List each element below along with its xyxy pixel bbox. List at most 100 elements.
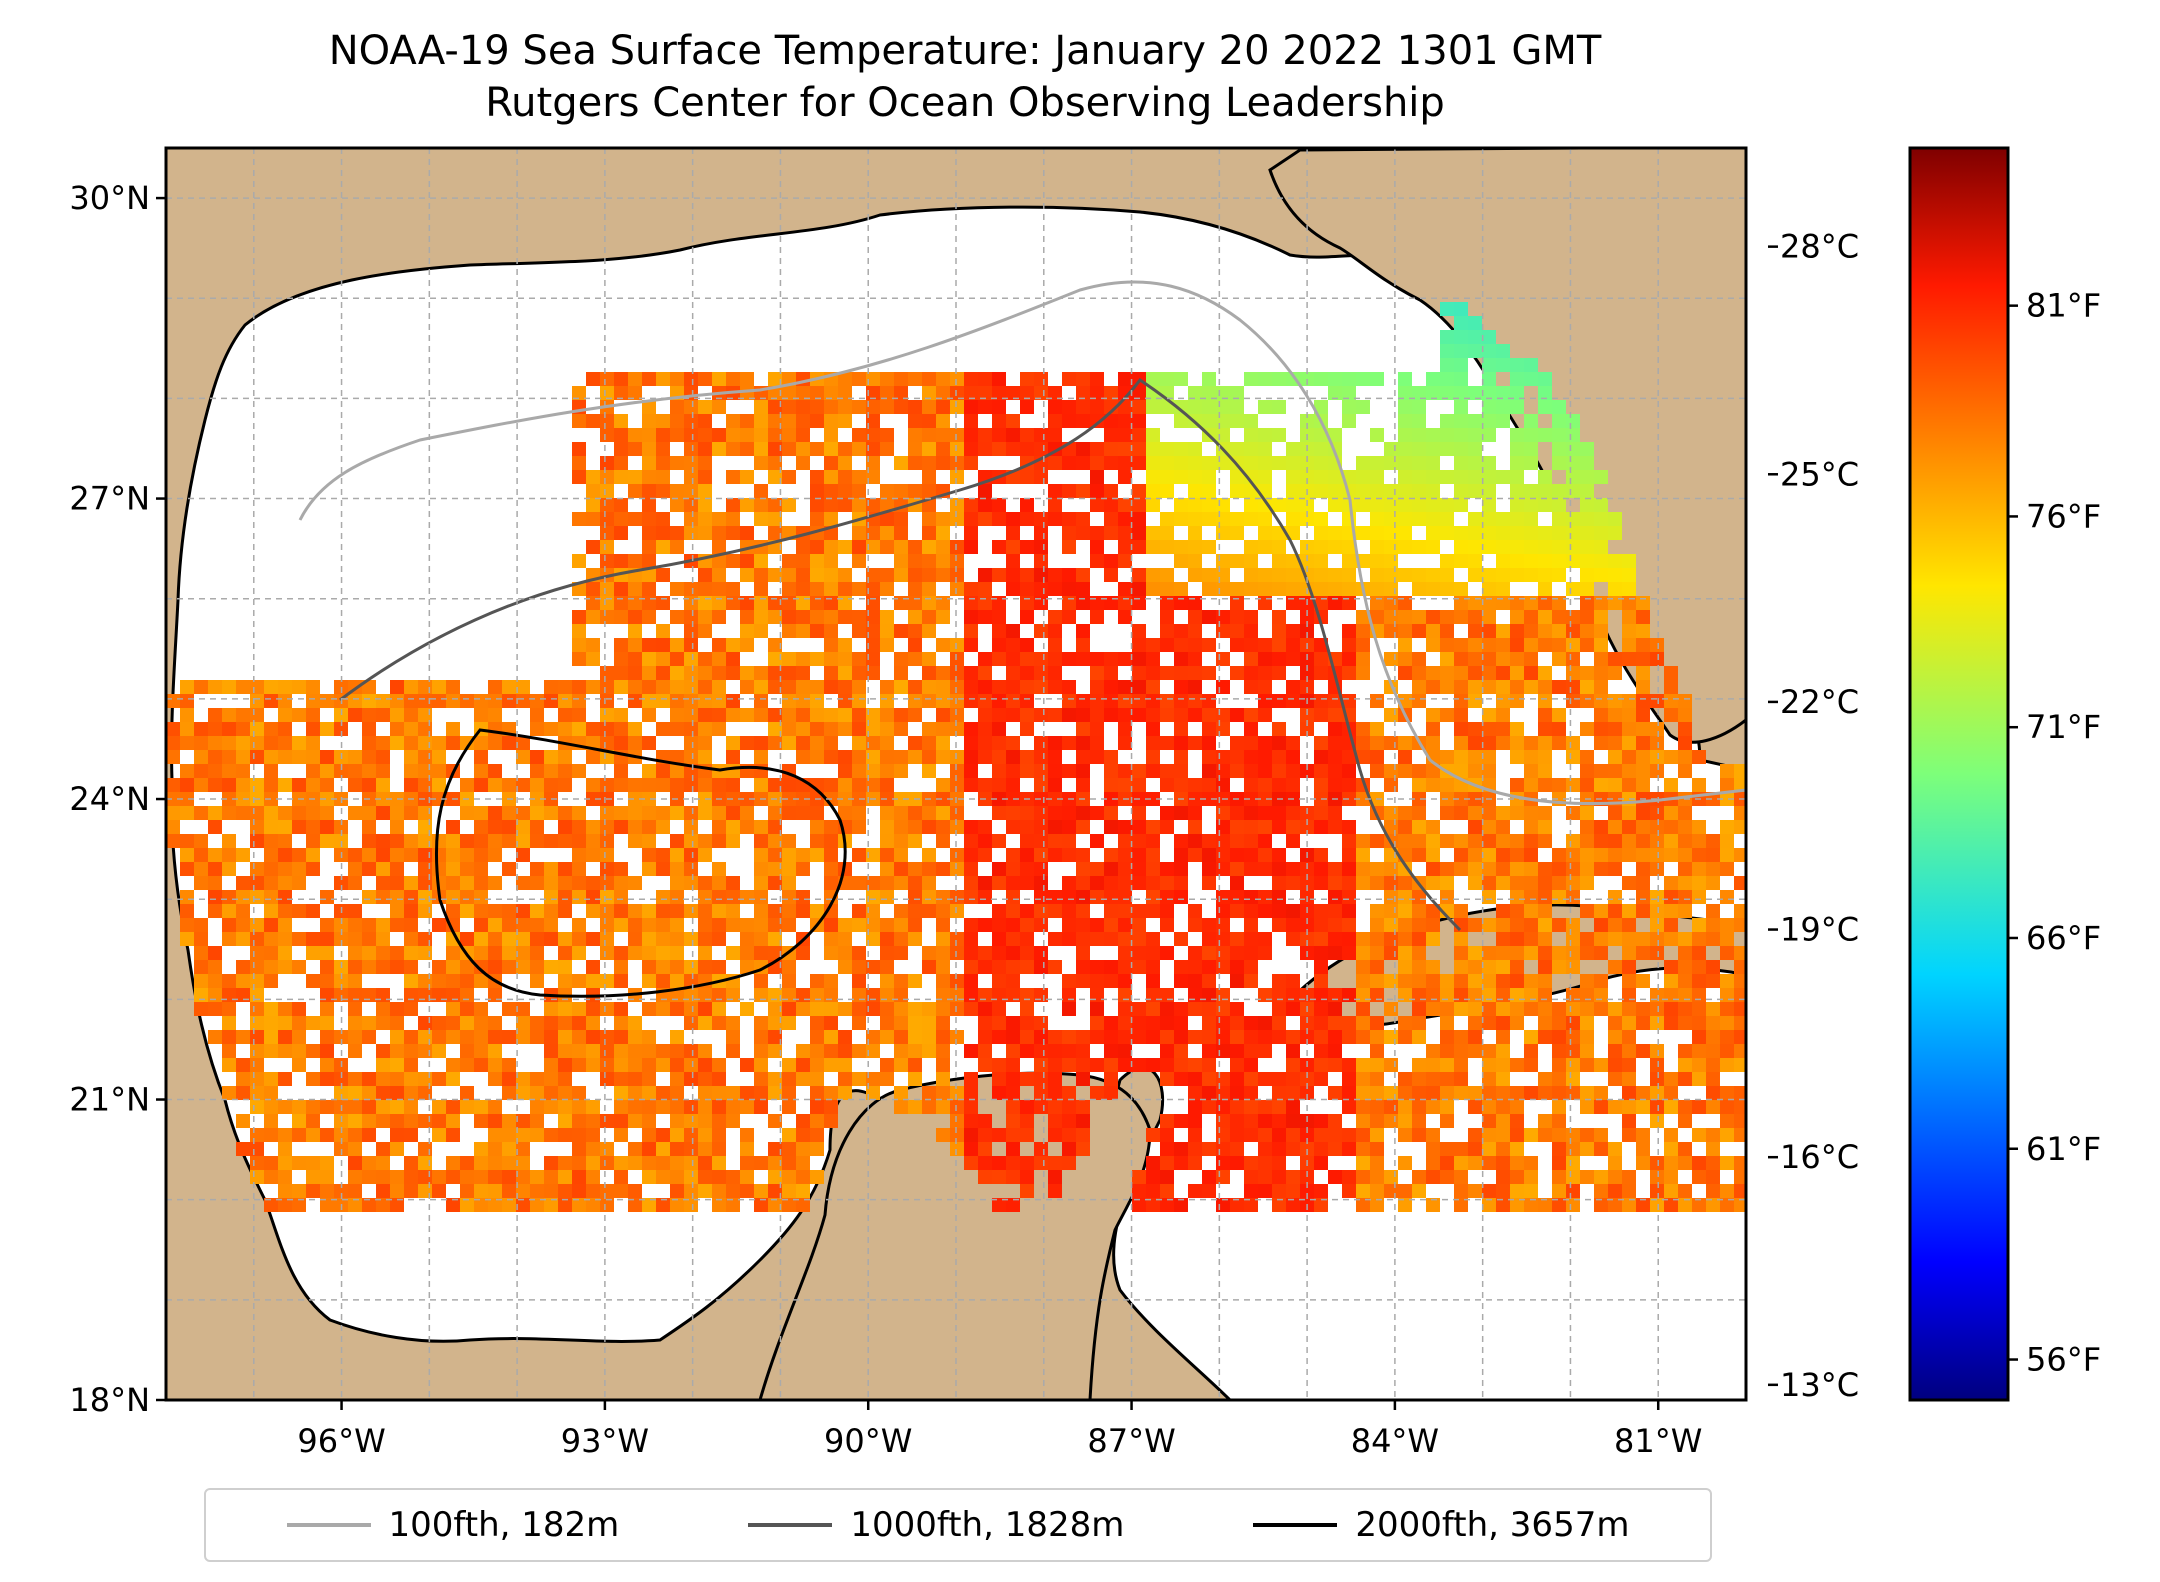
- sst-pixel: [264, 736, 278, 750]
- sst-pixel: [292, 848, 306, 862]
- sst-pixel: [1622, 652, 1636, 666]
- sst-pixel: [964, 442, 978, 456]
- sst-pixel: [432, 974, 446, 988]
- sst-pixel: [1090, 932, 1104, 946]
- sst-pixel: [1132, 498, 1146, 512]
- sst-pixel: [1678, 974, 1692, 988]
- sst-pixel: [474, 736, 488, 750]
- sst-pixel: [572, 1002, 586, 1016]
- sst-pixel: [1524, 876, 1538, 890]
- sst-pixel: [530, 708, 544, 722]
- sst-pixel: [992, 778, 1006, 792]
- sst-pixel: [1496, 862, 1510, 876]
- sst-pixel: [768, 862, 782, 876]
- sst-pixel: [1006, 540, 1020, 554]
- sst-pixel: [852, 988, 866, 1002]
- sst-pixel: [670, 1170, 684, 1184]
- sst-pixel: [222, 918, 236, 932]
- sst-pixel: [586, 974, 600, 988]
- sst-pixel: [1146, 848, 1160, 862]
- sst-pixel: [950, 764, 964, 778]
- sst-pixel: [1426, 932, 1440, 946]
- sst-pixel: [222, 806, 236, 820]
- sst-pixel: [1720, 792, 1734, 806]
- sst-pixel: [1216, 1156, 1230, 1170]
- sst-pixel: [1510, 722, 1524, 736]
- sst-pixel: [1370, 974, 1384, 988]
- sst-pixel: [712, 1184, 726, 1198]
- sst-pixel: [1202, 1016, 1216, 1030]
- sst-pixel: [978, 386, 992, 400]
- sst-pixel: [1104, 876, 1118, 890]
- sst-pixel: [768, 1198, 782, 1212]
- sst-pixel: [866, 1002, 880, 1016]
- sst-pixel: [1258, 806, 1272, 820]
- sst-pixel: [740, 1100, 754, 1114]
- sst-pixel: [1538, 806, 1552, 820]
- sst-pixel: [1062, 568, 1076, 582]
- sst-pixel: [782, 960, 796, 974]
- sst-pixel: [460, 1156, 474, 1170]
- sst-pixel: [1216, 498, 1230, 512]
- sst-pixel: [362, 722, 376, 736]
- sst-pixel: [1580, 1058, 1594, 1072]
- sst-pixel: [446, 848, 460, 862]
- sst-pixel: [432, 764, 446, 778]
- sst-pixel: [1468, 750, 1482, 764]
- sst-pixel: [1076, 624, 1090, 638]
- sst-pixel: [1230, 764, 1244, 778]
- sst-pixel: [1118, 946, 1132, 960]
- sst-pixel: [628, 666, 642, 680]
- sst-pixel: [1552, 638, 1566, 652]
- sst-pixel: [922, 1016, 936, 1030]
- sst-pixel: [1286, 918, 1300, 932]
- sst-pixel: [1188, 1156, 1202, 1170]
- sst-pixel: [432, 918, 446, 932]
- sst-pixel: [1160, 1184, 1174, 1198]
- sst-pixel: [1384, 932, 1398, 946]
- sst-pixel: [404, 1128, 418, 1142]
- sst-pixel: [1132, 666, 1146, 680]
- sst-pixel: [1468, 1184, 1482, 1198]
- sst-pixel: [1594, 610, 1608, 624]
- sst-pixel: [1076, 582, 1090, 596]
- sst-pixel: [782, 862, 796, 876]
- sst-pixel: [1468, 848, 1482, 862]
- sst-pixel: [166, 834, 180, 848]
- sst-pixel: [1482, 414, 1496, 428]
- sst-pixel: [1258, 680, 1272, 694]
- sst-pixel: [796, 582, 810, 596]
- sst-pixel: [1118, 1002, 1132, 1016]
- sst-pixel: [1440, 1142, 1454, 1156]
- sst-pixel: [796, 806, 810, 820]
- sst-pixel: [1510, 960, 1524, 974]
- sst-pixel: [1454, 1058, 1468, 1072]
- sst-pixel: [1328, 932, 1342, 946]
- sst-pixel: [1048, 568, 1062, 582]
- sst-pixel: [1104, 862, 1118, 876]
- sst-pixel: [1342, 554, 1356, 568]
- sst-pixel: [628, 876, 642, 890]
- sst-pixel: [250, 918, 264, 932]
- sst-pixel: [1132, 400, 1146, 414]
- sst-pixel: [1006, 1142, 1020, 1156]
- sst-pixel: [936, 1058, 950, 1072]
- sst-pixel: [1468, 1002, 1482, 1016]
- sst-pixel: [1146, 372, 1160, 386]
- sst-pixel: [894, 792, 908, 806]
- sst-pixel: [838, 596, 852, 610]
- sst-pixel: [726, 442, 740, 456]
- sst-pixel: [698, 568, 712, 582]
- sst-pixel: [1734, 848, 1746, 862]
- sst-pixel: [1328, 596, 1342, 610]
- sst-pixel: [1538, 680, 1552, 694]
- sst-pixel: [1692, 778, 1706, 792]
- sst-pixel: [236, 806, 250, 820]
- sst-pixel: [600, 554, 614, 568]
- sst-pixel: [1734, 1086, 1746, 1100]
- sst-pixel: [474, 960, 488, 974]
- sst-pixel: [782, 680, 796, 694]
- sst-pixel: [922, 1100, 936, 1114]
- sst-pixel: [1300, 820, 1314, 834]
- sst-pixel: [782, 582, 796, 596]
